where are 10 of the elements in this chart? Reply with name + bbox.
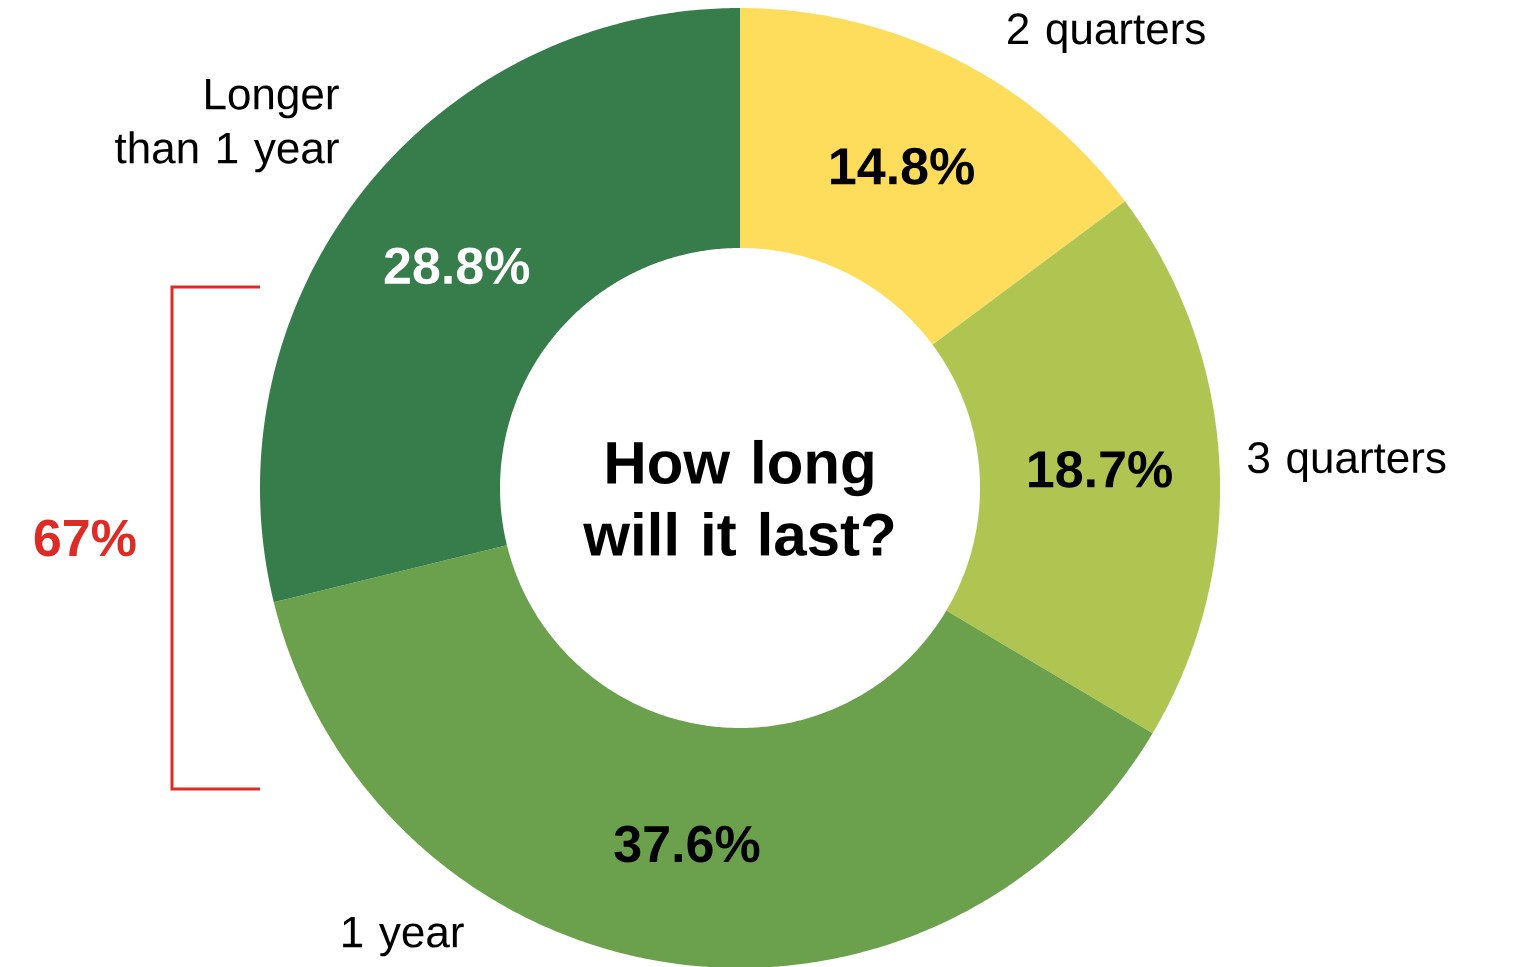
text: How long will it last? (583, 439, 894, 557)
slice-label: 2 quarters (1008, 13, 1205, 54)
text: 67% (34, 519, 136, 557)
data-label: 37.6% (614, 825, 760, 863)
data-label: 14.8% (831, 147, 974, 185)
slice-label: Longer than 1 year (115, 78, 339, 173)
slice-label: 1 year (343, 916, 464, 957)
data-label: 28.8% (384, 247, 530, 285)
slice-label: 3 quarters (1248, 442, 1446, 482)
data-label: 18.7% (1029, 450, 1172, 488)
